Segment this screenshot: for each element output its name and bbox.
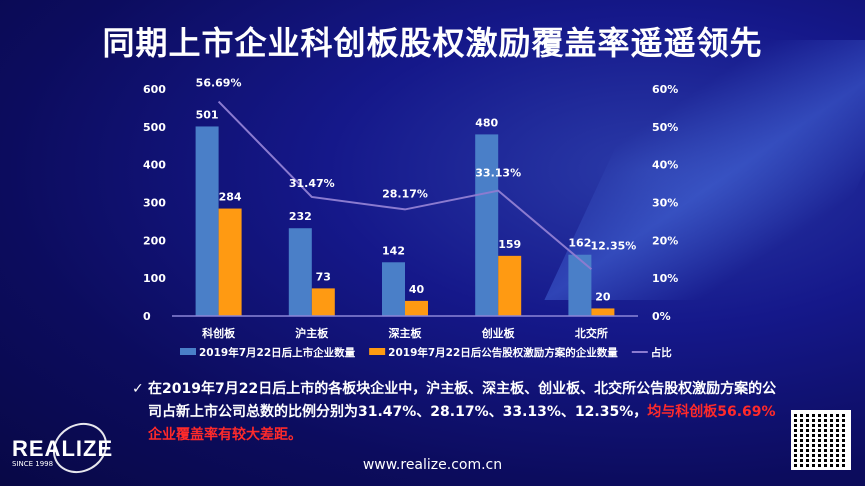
bar-listed bbox=[288, 228, 312, 316]
y-tick-label: 400 bbox=[143, 159, 166, 172]
bar-incentive bbox=[498, 255, 522, 316]
ratio-label: 28.17% bbox=[382, 187, 428, 200]
ratio-label: 33.13% bbox=[475, 167, 521, 180]
y-tick-label: 100 bbox=[143, 272, 166, 285]
realize-logo: REALIZE SINCE 1998 bbox=[12, 413, 122, 483]
checkmark-icon: ✓ bbox=[132, 381, 144, 397]
ratio-label: 12.35% bbox=[590, 239, 636, 252]
bar-incentive-label: 40 bbox=[409, 283, 425, 296]
bar-listed bbox=[568, 254, 592, 316]
category-label: 科创板 bbox=[202, 326, 236, 340]
bar-incentive-label: 20 bbox=[595, 290, 611, 303]
ratio-label: 31.47% bbox=[289, 177, 335, 190]
legend-swatch bbox=[180, 348, 196, 355]
y2-tick-label: 10% bbox=[652, 272, 678, 285]
category-label: 深主板 bbox=[389, 326, 423, 340]
y-tick-label: 0 bbox=[143, 310, 151, 323]
bar-listed-label: 480 bbox=[475, 116, 498, 129]
category-label: 沪主板 bbox=[295, 326, 329, 340]
y2-tick-label: 40% bbox=[652, 159, 678, 172]
y2-tick-label: 0% bbox=[652, 310, 671, 323]
y2-tick-label: 60% bbox=[652, 83, 678, 96]
logo-name: REALIZE bbox=[12, 436, 114, 461]
bar-listed bbox=[475, 134, 499, 316]
bar-incentive bbox=[591, 308, 615, 316]
bullet-highlight: 均与科创板56.69%企业覆盖率有较大差距。 bbox=[148, 404, 776, 443]
y-tick-label: 600 bbox=[143, 83, 166, 96]
bar-incentive bbox=[218, 208, 242, 316]
bar-incentive bbox=[405, 300, 428, 316]
bar-incentive-label: 284 bbox=[219, 191, 242, 204]
y2-tick-label: 20% bbox=[652, 234, 678, 247]
bar-listed bbox=[382, 262, 405, 316]
bar-incentive-label: 159 bbox=[498, 238, 521, 251]
website-url[interactable]: www.realize.com.cn bbox=[362, 457, 503, 473]
y-tick-label: 500 bbox=[143, 121, 166, 134]
legend-swatch bbox=[369, 348, 386, 355]
y2-tick-label: 50% bbox=[652, 121, 678, 134]
bar-listed-label: 142 bbox=[382, 244, 405, 257]
y2-tick-label: 30% bbox=[652, 197, 678, 210]
bar-listed-label: 162 bbox=[568, 237, 591, 250]
ratio-line bbox=[217, 100, 593, 271]
y-tick-label: 300 bbox=[143, 197, 166, 210]
category-label: 北交所 bbox=[575, 326, 608, 340]
category-label: 创业板 bbox=[481, 326, 516, 340]
y-tick-label: 200 bbox=[143, 234, 166, 247]
bar-incentive-label: 73 bbox=[316, 270, 331, 283]
bar-incentive bbox=[311, 288, 335, 316]
page-title: 同期上市企业科创板股权激励覆盖率遥遥领先 bbox=[102, 24, 763, 62]
legend-label: 2019年7月22日后上市企业数量 bbox=[199, 346, 356, 359]
ratio-label: 56.69% bbox=[196, 77, 242, 90]
qr-code bbox=[791, 410, 851, 470]
bar-listed-label: 501 bbox=[196, 108, 219, 121]
bar-listed bbox=[195, 126, 219, 316]
bullet-body: 在2019年7月22日后上市的各板块企业中，沪主板、深主板、创业板、北交所公告股… bbox=[148, 381, 777, 420]
legend-label: 占比 bbox=[651, 346, 672, 359]
logo-since: SINCE 1998 bbox=[12, 460, 54, 468]
bullet-text: ✓ 在2019年7月22日后上市的各板块企业中，沪主板、深主板、创业板、北交所公… bbox=[132, 378, 778, 447]
legend-label: 2019年7月22日后公告股权激励方案的企业数量 bbox=[388, 346, 618, 359]
bar-listed-label: 232 bbox=[289, 210, 312, 223]
